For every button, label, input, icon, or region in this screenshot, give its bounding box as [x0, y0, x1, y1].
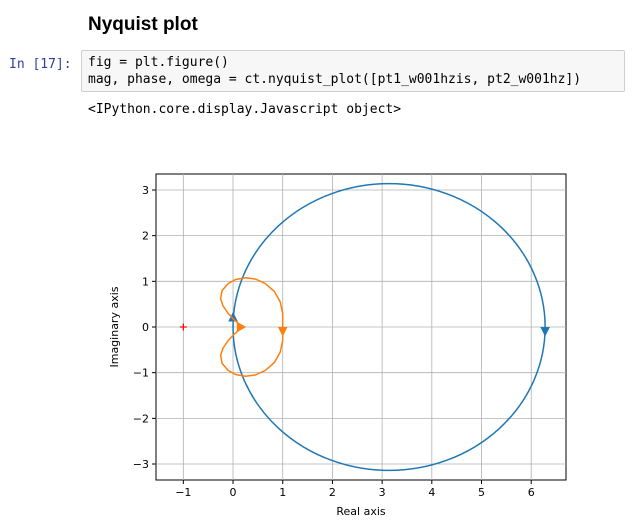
- x-tick-label: 3: [379, 486, 386, 499]
- y-axis-label: Imaginary axis: [108, 286, 121, 367]
- code-line-2: mag, phase, omega = ct.nyquist_plot([pt1…: [88, 72, 582, 87]
- code-cell-input[interactable]: fig = plt.figure() mag, phase, omega = ct…: [81, 50, 625, 92]
- y-tick-label: 0: [142, 321, 149, 334]
- x-tick-label: −1: [175, 486, 191, 499]
- y-tick-label: 2: [142, 230, 149, 243]
- section-heading: Nyquist plot: [88, 14, 198, 35]
- code-line-1: fig = plt.figure(): [88, 55, 229, 70]
- x-tick-label: 2: [329, 486, 336, 499]
- series-2-arrow: [277, 327, 288, 337]
- nyquist-figure: −1 0 1 2 3 4 5 6 −3 −2 −1 0 1 2 3 Real axis Imaginary …: [108, 173, 567, 518]
- series-1-curve: [232, 182, 546, 472]
- series-2-curve: [219, 276, 284, 378]
- y-tick-label: −3: [133, 458, 149, 471]
- y-tick-label: −2: [133, 412, 149, 425]
- x-tick-label: 6: [528, 486, 535, 499]
- cell-prompt: In [17]:: [9, 57, 72, 72]
- x-tick-label: 5: [478, 486, 485, 499]
- grid-lines: [156, 174, 566, 480]
- x-tick-label: 4: [428, 486, 435, 499]
- axis-ticks: −1 0 1 2 3 4 5 6 −3 −2 −1 0 1 2 3: [133, 184, 535, 499]
- y-tick-label: −1: [133, 367, 149, 380]
- series-1-arrow: [540, 327, 550, 337]
- y-tick-label: 1: [142, 275, 149, 288]
- x-tick-label: 1: [279, 486, 286, 499]
- series-2-arrow: [236, 322, 247, 332]
- nyquist-curves: [179, 182, 550, 472]
- series-1-arrow: [228, 311, 238, 322]
- x-axis-label: Real axis: [336, 505, 386, 518]
- cell-output: <IPython.core.display.Javascript object>: [88, 102, 402, 117]
- x-tick-label: 0: [230, 486, 237, 499]
- y-tick-label: 3: [142, 184, 149, 197]
